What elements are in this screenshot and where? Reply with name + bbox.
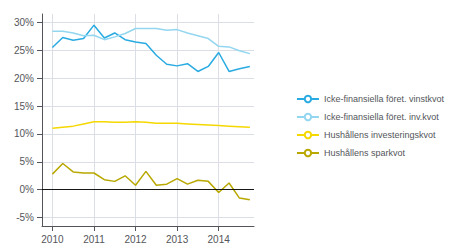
svg-text:-5%: -5% [16,212,34,223]
svg-text:Hushållens sparkvot: Hushållens sparkvot [324,148,406,158]
svg-text:5%: 5% [20,156,35,167]
svg-text:0%: 0% [20,184,35,195]
svg-text:20%: 20% [14,73,34,84]
svg-text:2011: 2011 [83,234,105,245]
svg-text:15%: 15% [14,101,34,112]
svg-text:30%: 30% [14,17,34,28]
svg-text:25%: 25% [14,45,34,56]
svg-text:Icke-finansiella föret. inv.kv: Icke-finansiella föret. inv.kvot [324,112,439,122]
svg-text:Hushållens investeringskvot: Hushållens investeringskvot [324,130,436,140]
svg-text:Icke-finansiella föret. vinstk: Icke-finansiella föret. vinstkvot [324,94,445,104]
svg-text:2013: 2013 [166,234,189,245]
svg-text:2014: 2014 [208,234,231,245]
svg-text:2010: 2010 [41,234,64,245]
svg-text:10%: 10% [14,128,34,139]
svg-text:2012: 2012 [124,234,147,245]
